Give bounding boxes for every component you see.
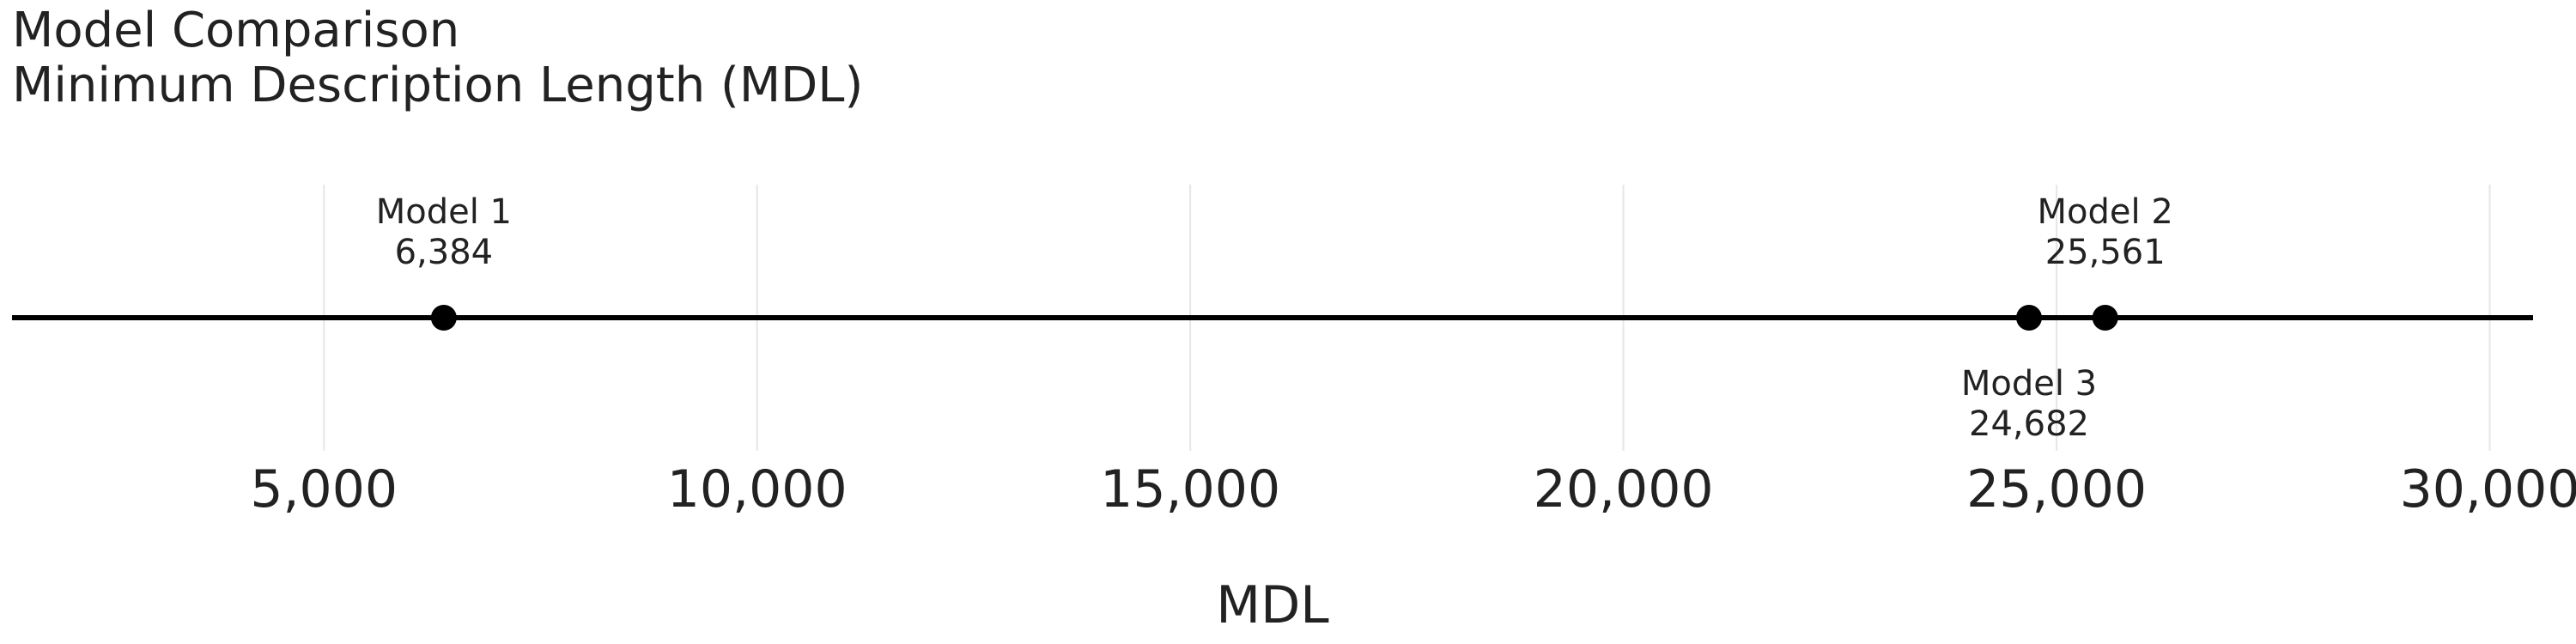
tick-label: 10,000 [667,459,848,519]
point-name-label: Model 2 [2038,192,2173,232]
tick-label: 15,000 [1100,459,1280,519]
point-value-label: 24,682 [1969,404,2089,444]
data-point [430,305,457,331]
point-name-label: Model 1 [376,192,512,232]
point-name-label: Model 3 [1961,364,2097,404]
tick-label: 25,000 [1966,459,2147,519]
point-value-label: 25,561 [2045,233,2166,272]
x-axis-title: MDL [1216,575,1329,635]
data-point [2016,305,2043,331]
data-points: Model 16,384 Model 225,561 Model 324,682 [376,192,2173,444]
tick-label: 20,000 [1534,459,1714,519]
data-point [2092,305,2118,331]
tick-labels: 5,000 10,000 15,000 20,000 25,000 30,000 [250,459,2576,519]
chart-title: Model Comparison [12,3,460,58]
point-value-label: 6,384 [395,233,494,272]
tick-label: 30,000 [2400,459,2576,519]
tick-label: 5,000 [250,459,398,519]
chart-subtitle: Minimum Description Length (MDL) [12,58,864,113]
